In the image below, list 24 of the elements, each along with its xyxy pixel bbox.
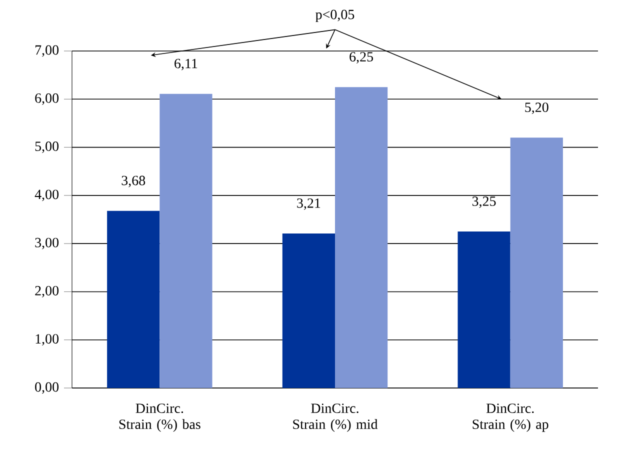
y-tick-label: 7,00 [35, 45, 59, 57]
y-tick-label: 2,00 [35, 286, 59, 298]
bar [510, 138, 563, 388]
data-label: 3,25 [472, 196, 496, 208]
bar [107, 210, 160, 388]
y-tick-label: 5,00 [35, 142, 59, 154]
bar [458, 232, 510, 388]
bar [335, 87, 388, 388]
y-tick-label: 6,00 [35, 93, 59, 105]
data-label: 5,20 [525, 102, 548, 114]
data-label: 6,25 [350, 52, 373, 64]
bar [160, 94, 212, 388]
bar [282, 233, 335, 388]
text: p<0,05 [316, 10, 354, 22]
y-tick-label: 4,00 [34, 190, 59, 202]
x-tick-label: DinCirc. Strain (%) mid [293, 404, 378, 432]
y-tick-label: 3,00 [35, 238, 59, 250]
x-tick-label: DinCirc. Strain (%) bas [119, 404, 200, 432]
data-label: 3,68 [122, 176, 146, 188]
data-label: 6,11 [174, 58, 198, 70]
y-tick-label: 1,00 [36, 334, 59, 346]
y-tick-label: 0,00 [35, 382, 59, 394]
data-label: 3,21 [297, 198, 320, 210]
x-tick-label: DinCirc. Strain (%) ap [472, 404, 548, 432]
